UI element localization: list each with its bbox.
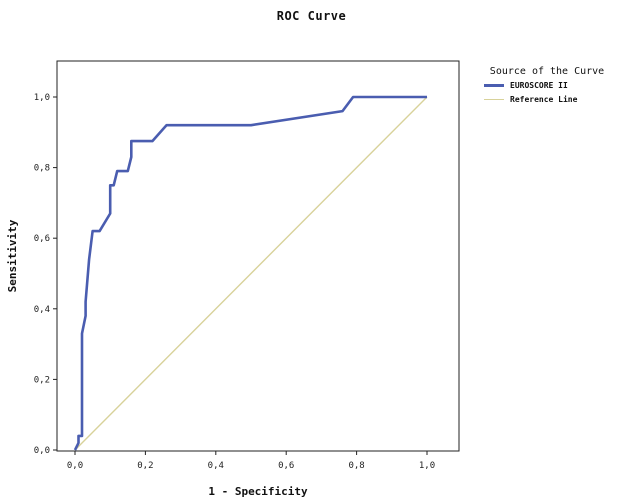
series-line-reference xyxy=(74,96,428,451)
legend: Source of the Curve EUROSCORE II Referen… xyxy=(484,66,620,105)
x-tick-label: 0,6 xyxy=(278,461,294,471)
series-layer xyxy=(73,95,428,451)
x-tick-label: 1,0 xyxy=(419,461,435,471)
legend-item-euroscore: EUROSCORE II xyxy=(484,80,620,91)
chart-title: ROC Curve xyxy=(276,9,347,23)
x-axis-label: 1 - Specificity xyxy=(208,485,308,498)
legend-label-reference: Reference Line xyxy=(510,95,578,104)
axis-ticks: 0,0 0,2 0,4 0,6 0,8 1,0 0,0 0,2 0,4 0,6 0,8 1,0 xyxy=(34,93,435,471)
legend-swatch-reference xyxy=(484,99,504,100)
legend-swatch-euroscore xyxy=(484,84,504,87)
y-tick-label: 1,0 xyxy=(34,93,50,103)
y-axis-label: Sensitivity xyxy=(6,219,19,292)
x-tick-label: 0,0 xyxy=(67,461,83,471)
y-tick-label: 0,4 xyxy=(34,305,50,315)
x-tick-label: 0,8 xyxy=(348,461,364,471)
legend-label-euroscore: EUROSCORE II xyxy=(510,81,568,90)
y-tick-label: 0,2 xyxy=(34,375,50,385)
y-tick-label: 0,8 xyxy=(34,164,50,174)
series-line-euroscore xyxy=(73,95,427,451)
legend-title: Source of the Curve xyxy=(489,66,605,77)
y-tick-label: 0,0 xyxy=(34,446,50,456)
y-tick-label: 0,6 xyxy=(34,234,50,244)
x-tick-label: 0,4 xyxy=(208,461,224,471)
x-tick-label: 0,2 xyxy=(137,461,153,471)
legend-item-reference: Reference Line xyxy=(484,94,620,105)
plot-frame xyxy=(56,60,460,452)
